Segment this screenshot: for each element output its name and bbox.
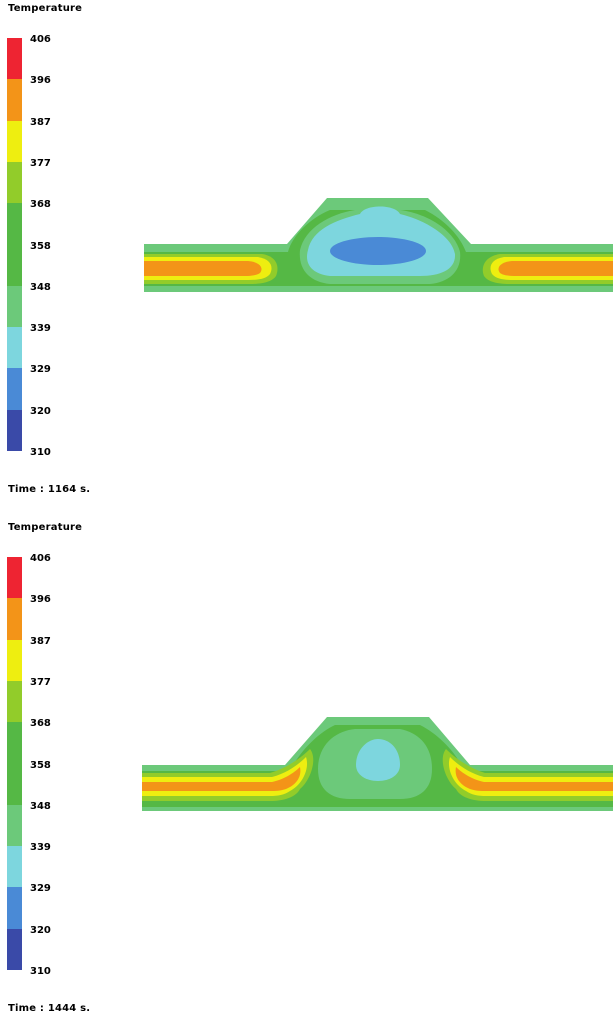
- legend-tick-label: 377: [30, 157, 51, 169]
- legend-swatch: [7, 887, 22, 929]
- legend-tick-label: 310: [30, 966, 51, 977]
- legend-tick-label: 406: [30, 34, 51, 45]
- legend-swatch: [7, 763, 22, 805]
- legend-swatch: [7, 409, 22, 451]
- time-label: Time : 1164 s.: [8, 484, 91, 495]
- legend-swatch: [7, 161, 22, 204]
- legend-swatch: [7, 38, 22, 80]
- color-legend-bar: [7, 38, 22, 451]
- legend-tick-label: 339: [30, 842, 51, 854]
- legend-tick-label: 329: [30, 883, 51, 895]
- legend-tick-label: 320: [30, 405, 51, 417]
- temperature-field: [144, 198, 613, 292]
- legend-tick-label: 310: [30, 447, 51, 458]
- legend-swatch: [7, 680, 22, 723]
- field-region-387-left: [142, 767, 301, 791]
- legend-swatch: [7, 928, 22, 970]
- legend-tick-label: 368: [30, 199, 51, 211]
- legend-tick-label: 368: [30, 718, 51, 730]
- legend-tick-label: 377: [30, 676, 51, 688]
- field-region-387-left: [144, 261, 262, 276]
- legend-swatch: [7, 639, 22, 681]
- legend-swatch: [7, 368, 22, 410]
- legend-swatch: [7, 327, 22, 369]
- field-region-387-right: [455, 767, 613, 791]
- field-region-320: [330, 237, 426, 265]
- temperature-plot-1: Temperature 310 320 329 339 348 358 368 377 387 3…: [0, 0, 616, 508]
- legend-tick-label: 387: [30, 116, 51, 128]
- time-label: Time : 1444 s.: [8, 1003, 91, 1014]
- legend-swatch: [7, 557, 22, 599]
- legend-tick-label: 320: [30, 924, 51, 936]
- legend-tick-label: 358: [30, 240, 51, 252]
- color-legend-bar: [7, 557, 22, 970]
- legend-tick-label: 339: [30, 323, 51, 335]
- legend-tick-label: 348: [30, 281, 51, 293]
- legend-title: Temperature: [8, 3, 83, 14]
- legend-tick-label: 396: [30, 75, 51, 87]
- legend-tick-label: 387: [30, 635, 51, 647]
- legend-swatch: [7, 285, 22, 328]
- legend-title: Temperature: [8, 522, 83, 533]
- legend-tick-label: 396: [30, 594, 51, 606]
- legend-swatch: [7, 722, 22, 764]
- temperature-field: [142, 717, 613, 811]
- legend-swatch: [7, 120, 22, 162]
- field-region-329: [356, 739, 400, 781]
- legend-swatch: [7, 846, 22, 888]
- legend-tick-label: 358: [30, 759, 51, 771]
- legend-tick-label: 348: [30, 800, 51, 812]
- legend-swatch: [7, 804, 22, 847]
- legend-swatch: [7, 598, 22, 640]
- field-region-387-right: [498, 261, 613, 276]
- legend-swatch: [7, 244, 22, 286]
- legend-swatch: [7, 79, 22, 121]
- legend-swatch: [7, 203, 22, 245]
- legend-tick-label: 406: [30, 553, 51, 564]
- temperature-plot-2: Temperature 310 320 329 339 348 358 368 377 387 3…: [0, 519, 616, 1027]
- legend-tick-label: 329: [30, 364, 51, 376]
